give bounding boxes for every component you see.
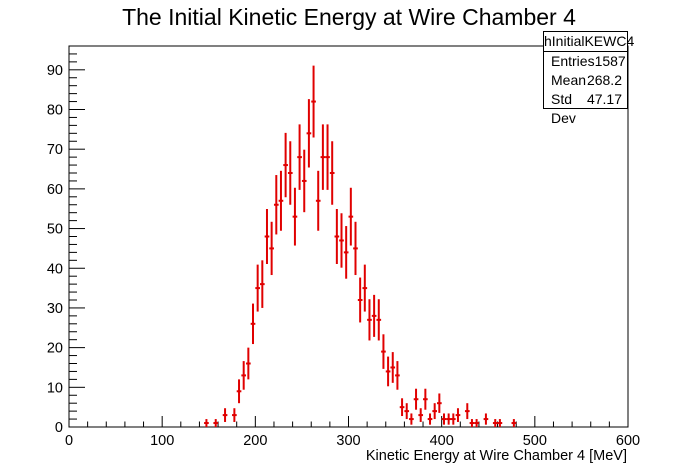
data-point xyxy=(259,260,265,308)
data-point xyxy=(455,408,461,422)
x-tick-label: 0 xyxy=(65,433,73,449)
y-tick-label: 80 xyxy=(47,103,63,119)
data-points xyxy=(204,65,517,427)
data-point xyxy=(464,403,470,420)
data-point xyxy=(334,209,340,264)
data-point xyxy=(325,124,330,190)
y-tick-label: 10 xyxy=(47,380,63,396)
y-tick-label: 90 xyxy=(47,63,63,79)
data-point xyxy=(250,303,256,345)
data-point xyxy=(357,277,363,323)
data-point xyxy=(474,419,479,427)
data-point xyxy=(273,175,279,235)
data-point xyxy=(469,419,475,427)
data-point xyxy=(413,388,419,410)
data-point xyxy=(423,388,428,410)
data-point xyxy=(269,221,274,276)
data-point xyxy=(376,299,382,341)
stats-box: hInitialKEWC4 Entries 1587 Mean 268.2 St… xyxy=(543,31,634,126)
data-point xyxy=(348,187,354,246)
y-tick-label: 30 xyxy=(47,301,63,317)
stats-value: 1587 xyxy=(594,53,626,69)
data-point xyxy=(315,170,321,231)
data-point xyxy=(385,356,391,387)
x-tick-label: 300 xyxy=(336,433,360,449)
data-point xyxy=(339,213,344,268)
data-point xyxy=(320,124,326,190)
stats-label: Std Dev xyxy=(551,91,576,126)
stats-value: 47.17 xyxy=(586,91,622,107)
data-point xyxy=(404,403,410,420)
data-point xyxy=(222,408,228,422)
chart-title: The Initial Kinetic Energy at Wire Chamb… xyxy=(122,4,576,30)
data-point xyxy=(353,221,358,276)
data-point xyxy=(301,149,307,213)
data-point xyxy=(264,209,270,264)
stats-row-stddev: Std Dev 47.17 xyxy=(544,90,627,126)
x-axis-label: Kinetic Energy at Wire Chamber 4 [MeV] xyxy=(366,448,627,464)
stats-histogram-name: hInitialKEWC4 xyxy=(544,32,634,52)
data-point xyxy=(255,264,260,312)
data-point xyxy=(246,347,251,380)
data-point xyxy=(381,334,386,369)
data-point xyxy=(283,132,288,198)
axis-ticks: 0 100 200 300 400 500 600 0 10 20 30 40 50 60 70 80 90 xyxy=(47,45,640,449)
data-point xyxy=(437,393,442,413)
data-point xyxy=(371,294,377,337)
y-tick-label: 40 xyxy=(47,261,63,277)
data-point xyxy=(390,352,396,383)
data-point xyxy=(343,226,349,279)
data-point xyxy=(427,413,433,425)
y-tick-label: 0 xyxy=(55,420,63,436)
data-point xyxy=(418,408,424,422)
data-point xyxy=(362,264,368,312)
data-point xyxy=(511,419,517,427)
data-point xyxy=(204,419,209,427)
y-tick-label: 60 xyxy=(47,182,63,198)
y-tick-label: 20 xyxy=(47,341,63,357)
data-point xyxy=(497,419,503,427)
data-point xyxy=(399,398,405,417)
data-point xyxy=(292,187,298,246)
data-point xyxy=(236,379,242,404)
x-tick-label: 600 xyxy=(616,433,640,449)
data-point xyxy=(450,413,456,425)
data-point xyxy=(297,124,302,190)
data-point xyxy=(329,141,335,205)
y-tick-label: 50 xyxy=(47,222,63,238)
y-tick-label: 70 xyxy=(47,142,63,158)
stats-label: Entries xyxy=(551,53,595,69)
data-point xyxy=(483,413,489,425)
x-tick-label: 200 xyxy=(243,433,267,449)
x-tick-label: 500 xyxy=(523,433,547,449)
data-point xyxy=(492,419,498,427)
stats-label: Mean xyxy=(551,72,587,88)
data-point xyxy=(241,361,247,390)
stats-row-mean: Mean 268.2 xyxy=(544,71,627,90)
data-point xyxy=(432,403,438,420)
x-tick-label: 100 xyxy=(150,433,174,449)
data-point xyxy=(306,99,312,168)
stats-value: 268.2 xyxy=(586,72,622,88)
stats-row-entries: Entries 1587 xyxy=(544,52,627,71)
data-point xyxy=(441,413,447,425)
data-point xyxy=(278,170,284,231)
data-point xyxy=(287,141,293,205)
data-point xyxy=(367,299,372,341)
data-point xyxy=(232,408,237,422)
data-point xyxy=(311,65,316,138)
data-point xyxy=(213,419,219,427)
data-point xyxy=(446,413,451,425)
data-point xyxy=(395,361,400,390)
data-point xyxy=(409,413,414,425)
x-tick-label: 400 xyxy=(430,433,454,449)
